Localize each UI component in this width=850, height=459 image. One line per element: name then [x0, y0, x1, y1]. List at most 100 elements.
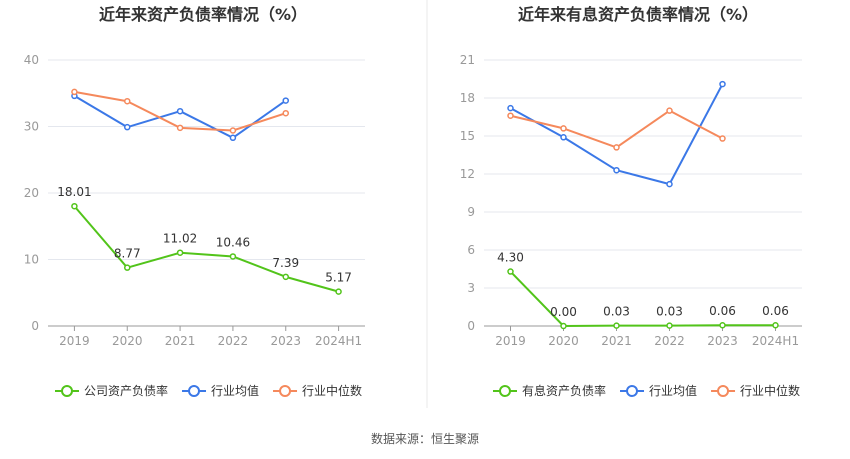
x-tick-label: 2024H1	[752, 334, 799, 348]
legend-item-1[interactable]: 公司资产负债率	[55, 383, 168, 398]
data-source-note: 数据来源：恒生聚源	[370, 432, 479, 446]
chart-panel-2: 近年来有息资产负债率情况（%） 0 3 6 9 12 15 18 21 2019 2020 2021 2…	[460, 5, 802, 398]
data-point	[282, 97, 289, 104]
data-point	[229, 134, 237, 142]
series-1: 18.01 8.77 11.02 10.46 7.39 5.17	[57, 185, 352, 295]
data-point	[507, 112, 514, 119]
x-tick-label: 2020	[548, 334, 579, 348]
x-tick-label: 2022	[654, 334, 685, 348]
data-point	[719, 135, 726, 142]
series-2	[71, 92, 289, 142]
data-label: 10.46	[216, 235, 250, 249]
y-tick-label: 10	[24, 253, 39, 267]
data-point	[71, 88, 78, 96]
x-tick-label: 2021	[165, 334, 196, 348]
data-point	[176, 124, 184, 132]
chart-panel-1: 近年来资产负债率情况（%） 0 10 20 30 40 2019 2020 2021 2022 20…	[24, 5, 365, 398]
chart-title: 近年来有息资产负债率情况（%）	[518, 5, 758, 24]
data-label: 11.02	[163, 232, 197, 246]
series-2	[507, 80, 726, 188]
legend-circle-marker	[626, 385, 639, 397]
series-line	[510, 109, 723, 149]
data-point	[613, 144, 620, 151]
legend-item-3[interactable]: 行业中位数	[711, 383, 800, 398]
data-point	[560, 322, 567, 330]
data-point	[719, 80, 726, 88]
y-tick-label: 12	[460, 167, 475, 181]
y-tick-label: 9	[467, 205, 475, 219]
y-tick-label: 15	[460, 129, 475, 143]
data-point	[666, 107, 673, 114]
data-point	[560, 134, 567, 141]
y-tick-label: 21	[460, 53, 475, 67]
series-1: 4.30 0.00 0.03 0.03 0.06 0.06	[497, 251, 789, 330]
data-label: 7.39	[272, 256, 299, 270]
y-tick-label: 0	[31, 319, 39, 333]
series-line	[509, 270, 776, 327]
data-point	[282, 109, 289, 117]
data-label: 0.06	[709, 304, 736, 318]
x-tick-label: 2020	[112, 334, 143, 348]
data-label: 18.01	[57, 185, 91, 199]
x-tick-label: 2019	[495, 334, 526, 348]
x-tick-label: 2022	[218, 334, 249, 348]
data-point	[613, 166, 620, 174]
x-tick-label: 2023	[270, 334, 301, 348]
legend-circle-marker	[279, 385, 292, 397]
legend-label: 行业均值	[649, 383, 697, 398]
y-tick-label: 18	[460, 91, 475, 105]
legend-label: 行业均值	[211, 383, 259, 398]
x-tick-label: 2023	[707, 334, 738, 348]
legend-label: 公司资产负债率	[84, 383, 168, 398]
legend-circle-marker	[717, 385, 730, 397]
data-point	[666, 322, 673, 329]
data-point	[666, 180, 673, 188]
legend-label: 有息资产负债率	[522, 383, 606, 398]
data-point	[282, 273, 289, 281]
y-tick-label: 0	[467, 319, 475, 333]
y-tick-label: 30	[24, 120, 39, 134]
legend-label: 行业中位数	[740, 383, 800, 398]
data-point	[560, 125, 567, 132]
data-point	[229, 253, 237, 260]
data-point	[124, 97, 131, 105]
y-tick-label: 20	[24, 186, 39, 200]
data-point	[229, 127, 237, 134]
legend-item-2[interactable]: 行业均值	[620, 383, 697, 398]
legend-item-1[interactable]: 有息资产负债率	[493, 383, 606, 398]
data-label: 4.30	[497, 251, 524, 265]
data-label: 0.06	[762, 304, 789, 318]
y-tick-label: 3	[467, 281, 475, 295]
data-point	[719, 321, 726, 329]
data-point	[71, 202, 78, 210]
data-point	[507, 104, 514, 112]
data-point	[335, 288, 342, 295]
data-point	[176, 249, 184, 256]
data-label: 0.00	[550, 305, 577, 319]
data-point	[772, 321, 779, 329]
series-line	[73, 205, 339, 293]
x-tick-label: 2019	[59, 334, 90, 348]
chart-title: 近年来资产负债率情况（%）	[99, 5, 307, 24]
data-point	[124, 123, 131, 131]
legend-item-2[interactable]: 行业均值	[182, 383, 259, 398]
data-point	[613, 322, 620, 329]
series-3	[71, 88, 289, 134]
y-tick-label: 6	[467, 243, 475, 257]
data-point	[507, 268, 514, 275]
data-label: 5.17	[325, 271, 352, 285]
data-label: 0.03	[656, 305, 683, 319]
series-line	[73, 95, 287, 139]
legend-circle-marker	[188, 385, 201, 397]
y-tick-label: 40	[24, 53, 39, 67]
x-tick-label: 2021	[601, 334, 632, 348]
legend-circle-marker	[499, 385, 511, 397]
data-point	[176, 107, 184, 115]
legend-item-3[interactable]: 行业中位数	[273, 383, 362, 398]
legend-circle-marker	[61, 385, 73, 397]
data-label: 0.03	[603, 305, 630, 319]
data-label: 8.77	[114, 247, 141, 261]
legend-label: 行业中位数	[302, 383, 362, 398]
data-point	[124, 264, 131, 271]
